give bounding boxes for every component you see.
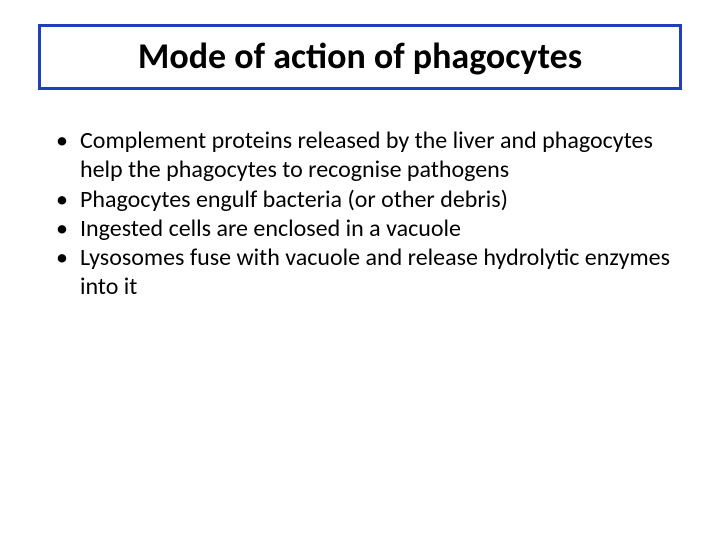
list-item: Ingested cells are enclosed in a vacuole: [50, 214, 670, 243]
slide: Mode of action of phagocytes Complement …: [0, 0, 720, 540]
title-box: Mode of action of phagocytes: [38, 24, 682, 90]
slide-title: Mode of action of phagocytes: [49, 37, 671, 77]
list-item: Phagocytes engulf bacteria (or other deb…: [50, 185, 670, 214]
list-item: Complement proteins released by the live…: [50, 126, 670, 185]
body-content: Complement proteins released by the live…: [50, 126, 670, 302]
bullet-list: Complement proteins released by the live…: [50, 126, 670, 302]
list-item: Lysosomes fuse with vacuole and release …: [50, 243, 670, 302]
